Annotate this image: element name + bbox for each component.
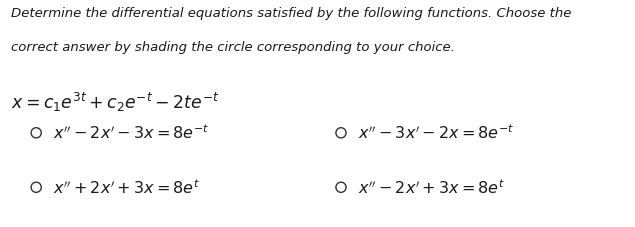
Text: correct answer by shading the circle corresponding to your choice.: correct answer by shading the circle cor… xyxy=(11,41,455,54)
Text: Determine the differential equations satisfied by the following functions. Choos: Determine the differential equations sat… xyxy=(11,7,572,20)
Text: $x'' - 2x' - 3x = 8e^{-t}$: $x'' - 2x' - 3x = 8e^{-t}$ xyxy=(53,123,210,142)
Text: $x'' - 3x' - 2x = 8e^{-t}$: $x'' - 3x' - 2x = 8e^{-t}$ xyxy=(358,123,514,142)
Text: $x = c_1e^{3t} + c_2e^{-t} - 2te^{-t}$: $x = c_1e^{3t} + c_2e^{-t} - 2te^{-t}$ xyxy=(11,91,220,114)
Text: $x'' - 2x' + 3x = 8e^{t}$: $x'' - 2x' + 3x = 8e^{t}$ xyxy=(358,178,505,197)
Text: $x'' + 2x' + 3x = 8e^{t}$: $x'' + 2x' + 3x = 8e^{t}$ xyxy=(53,178,200,197)
